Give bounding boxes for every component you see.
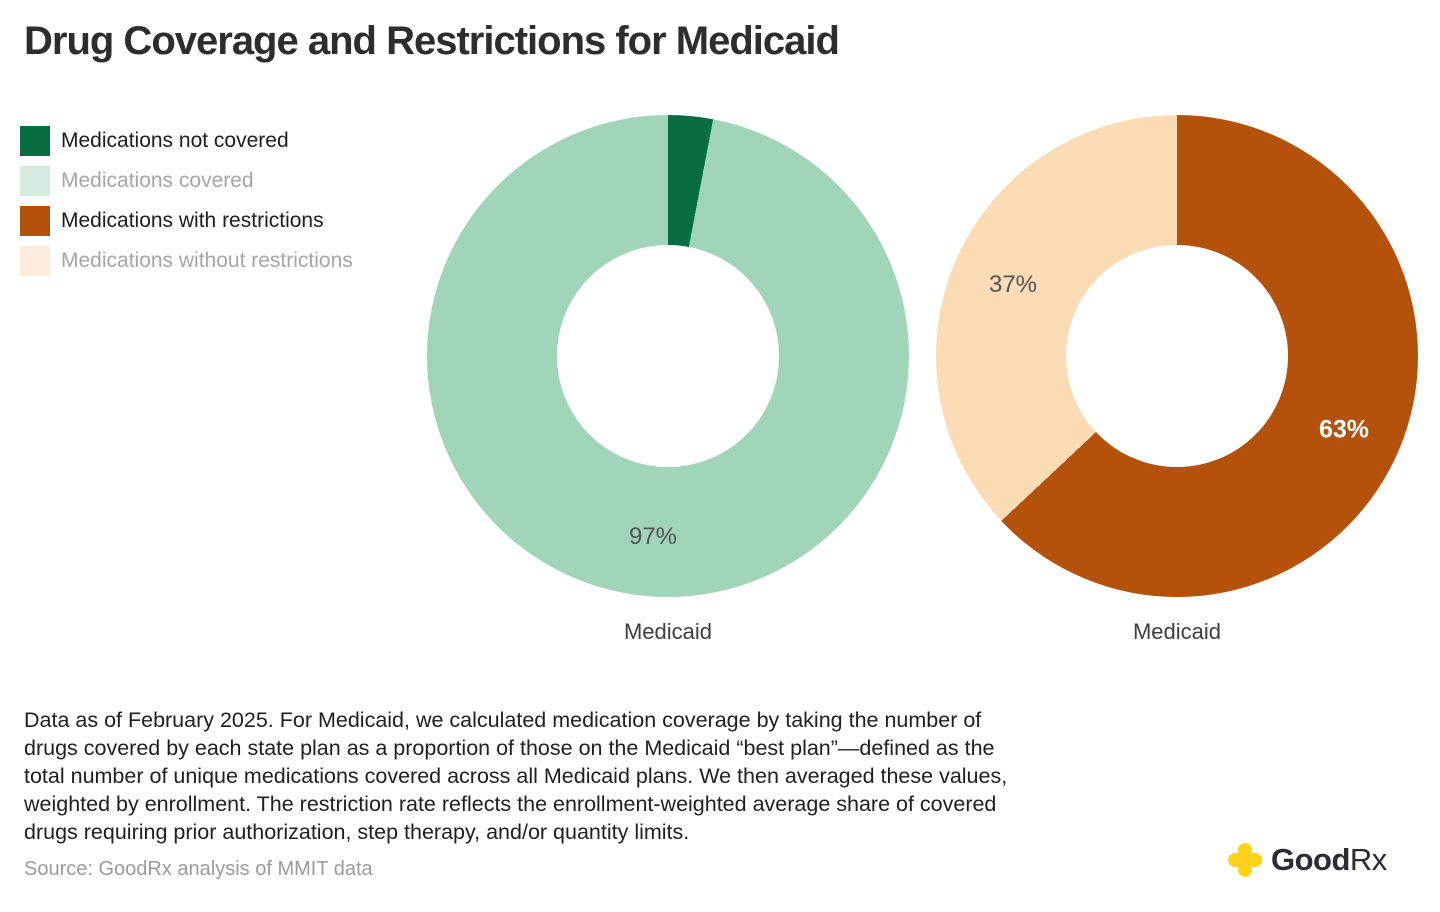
- footnote-line: total number of unique medications cover…: [24, 764, 1008, 788]
- footnote-line: Data as of February 2025. For Medicaid, …: [24, 708, 982, 732]
- donut-chart-restrictions: 63% 37%: [936, 115, 1418, 597]
- legend-swatch-covered: [20, 166, 50, 196]
- goodrx-cross-icon: [1228, 843, 1262, 877]
- footnote-line: drugs covered by each state plan as a pr…: [24, 736, 995, 760]
- legend-item-with-restrictions: Medications with restrictions: [20, 206, 353, 236]
- goodrx-logo-text-rx: Rx: [1349, 842, 1387, 877]
- page-title: Drug Coverage and Restrictions for Medic…: [24, 19, 840, 63]
- legend-label-without-restrictions: Medications without restrictions: [61, 249, 353, 272]
- legend-label-with-restrictions: Medications with restrictions: [61, 209, 324, 232]
- legend-swatch-with-restrictions: [20, 206, 50, 236]
- footnote-line: weighted by enrollment. The restriction …: [24, 792, 997, 816]
- legend-item-covered: Medications covered: [20, 166, 353, 196]
- slice-label-covered: 97%: [628, 523, 678, 550]
- chart-axis-label-coverage: Medicaid: [623, 619, 713, 644]
- legend-label-covered: Medications covered: [61, 169, 254, 192]
- footnote: Data as of February 2025. For Medicaid, …: [24, 706, 1007, 846]
- slice-label-without-restrictions: 37%: [988, 271, 1038, 298]
- donut-chart-coverage: 97%: [427, 115, 909, 597]
- slice-label-with-restrictions: 63%: [1318, 415, 1370, 444]
- legend-swatch-without-restrictions: [20, 246, 50, 276]
- source-note: Source: GoodRx analysis of MMIT data: [24, 858, 373, 880]
- chart-axis-label-restrictions: Medicaid: [1132, 619, 1222, 644]
- goodrx-logo-text: GoodRx: [1271, 842, 1387, 878]
- legend: Medications not covered Medications cove…: [20, 126, 353, 286]
- donut-ring-coverage: [427, 115, 909, 597]
- legend-swatch-not-covered: [20, 126, 50, 156]
- goodrx-logo: GoodRx: [1228, 842, 1387, 878]
- legend-item-not-covered: Medications not covered: [20, 126, 353, 156]
- legend-label-not-covered: Medications not covered: [61, 129, 289, 152]
- footnote-line: drugs requiring prior authorization, ste…: [24, 820, 690, 844]
- goodrx-logo-text-good: Good: [1271, 842, 1350, 877]
- donut-ring-restrictions: [936, 115, 1418, 597]
- legend-item-without-restrictions: Medications without restrictions: [20, 246, 353, 276]
